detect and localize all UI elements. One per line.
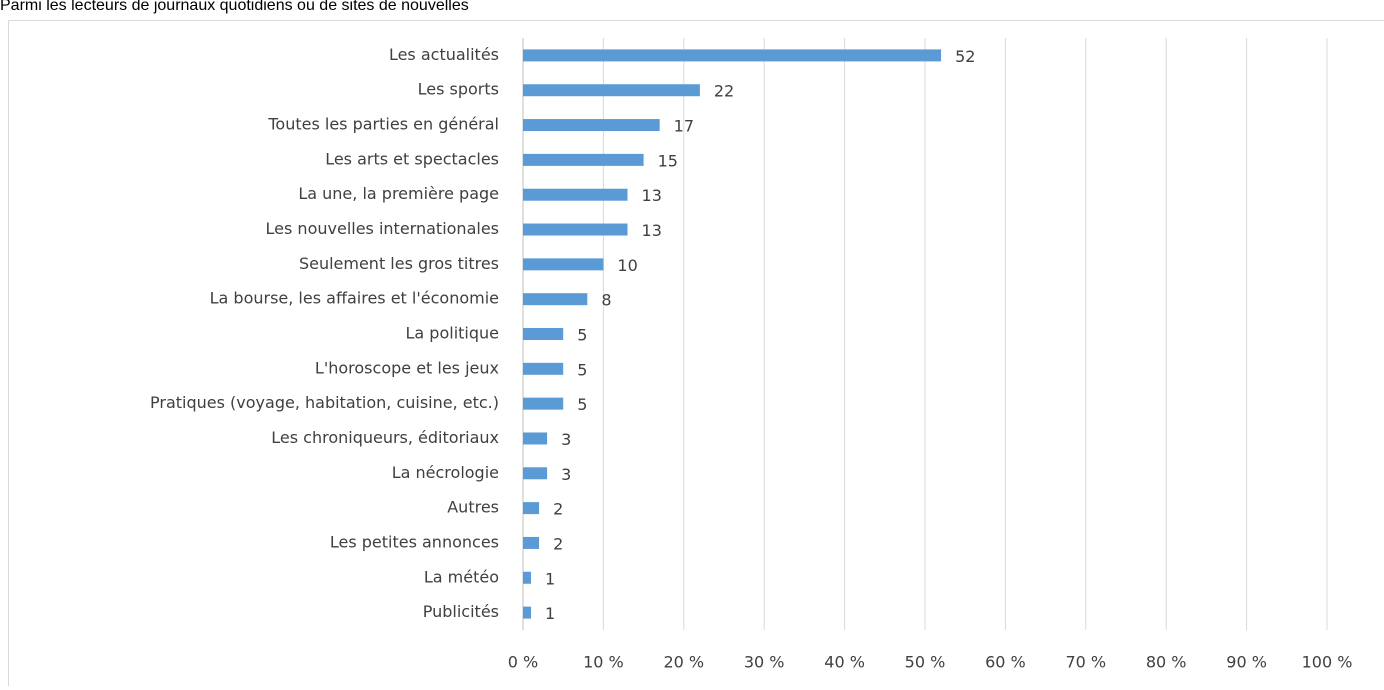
bar [523,572,531,584]
x-tick-label: 0 % [508,653,538,672]
y-tick-label: Les petites annonces [330,532,499,551]
bar [523,502,539,514]
y-tick-label: Seulement les gros titres [299,254,499,273]
y-tick-label: Toutes les parties en général [267,115,499,134]
y-tick-label: Les nouvelles internationales [266,219,499,238]
y-tick-label: Les actualités [389,45,499,64]
data-label: 3 [561,465,571,484]
y-tick-label: La nécrologie [392,463,499,482]
bar [523,119,660,131]
x-tick-label: 10 % [583,653,624,672]
data-label: 1 [545,569,555,588]
data-label: 8 [601,291,611,310]
x-tick-label: 70 % [1065,653,1106,672]
bar [523,398,563,410]
data-label: 1 [545,604,555,623]
y-tick-label: Les arts et spectacles [325,149,499,168]
y-tick-label: Autres [447,498,499,517]
data-label: 5 [577,360,587,379]
y-tick-label: L'horoscope et les jeux [315,358,499,377]
bar [523,189,628,201]
y-tick-label: La bourse, les affaires et l'économie [210,289,499,308]
bar [523,258,603,270]
x-tick-label: 100 % [1302,653,1353,672]
data-label: 10 [617,256,637,275]
chart-title: Parmi les lecteurs de journaux quotidien… [0,0,469,14]
x-tick-label: 20 % [663,653,704,672]
y-tick-label: La météo [424,567,499,586]
data-label: 3 [561,430,571,449]
bar [523,49,941,61]
bar [523,224,628,236]
y-tick-label: Publicités [423,602,499,621]
chart-frame [9,21,1384,687]
data-label: 13 [642,186,662,205]
bar [523,154,644,166]
data-label: 15 [658,151,678,170]
x-tick-label: 60 % [985,653,1026,672]
bar [523,328,563,340]
x-tick-label: 90 % [1226,653,1267,672]
data-label: 13 [642,221,662,240]
y-tick-label: La politique [406,324,500,343]
data-label: 5 [577,395,587,414]
data-label: 17 [674,117,694,136]
bar [523,467,547,479]
bar [523,84,700,96]
bar [523,537,539,549]
y-tick-label: Pratiques (voyage, habitation, cuisine, … [150,393,499,412]
y-tick-label: Les chroniqueurs, éditoriaux [271,428,499,447]
x-tick-label: 50 % [905,653,946,672]
y-tick-label: La une, la première page [298,184,499,203]
bar [523,607,531,619]
x-tick-label: 40 % [824,653,865,672]
data-label: 22 [714,82,734,101]
y-tick-label: Les sports [418,80,499,99]
data-label: 2 [553,534,563,553]
data-label: 52 [955,47,975,66]
bar [523,363,563,375]
data-label: 5 [577,326,587,345]
x-tick-label: 80 % [1146,653,1187,672]
x-tick-label: 30 % [744,653,785,672]
data-label: 2 [553,500,563,519]
bar [523,432,547,444]
bar [523,293,587,305]
